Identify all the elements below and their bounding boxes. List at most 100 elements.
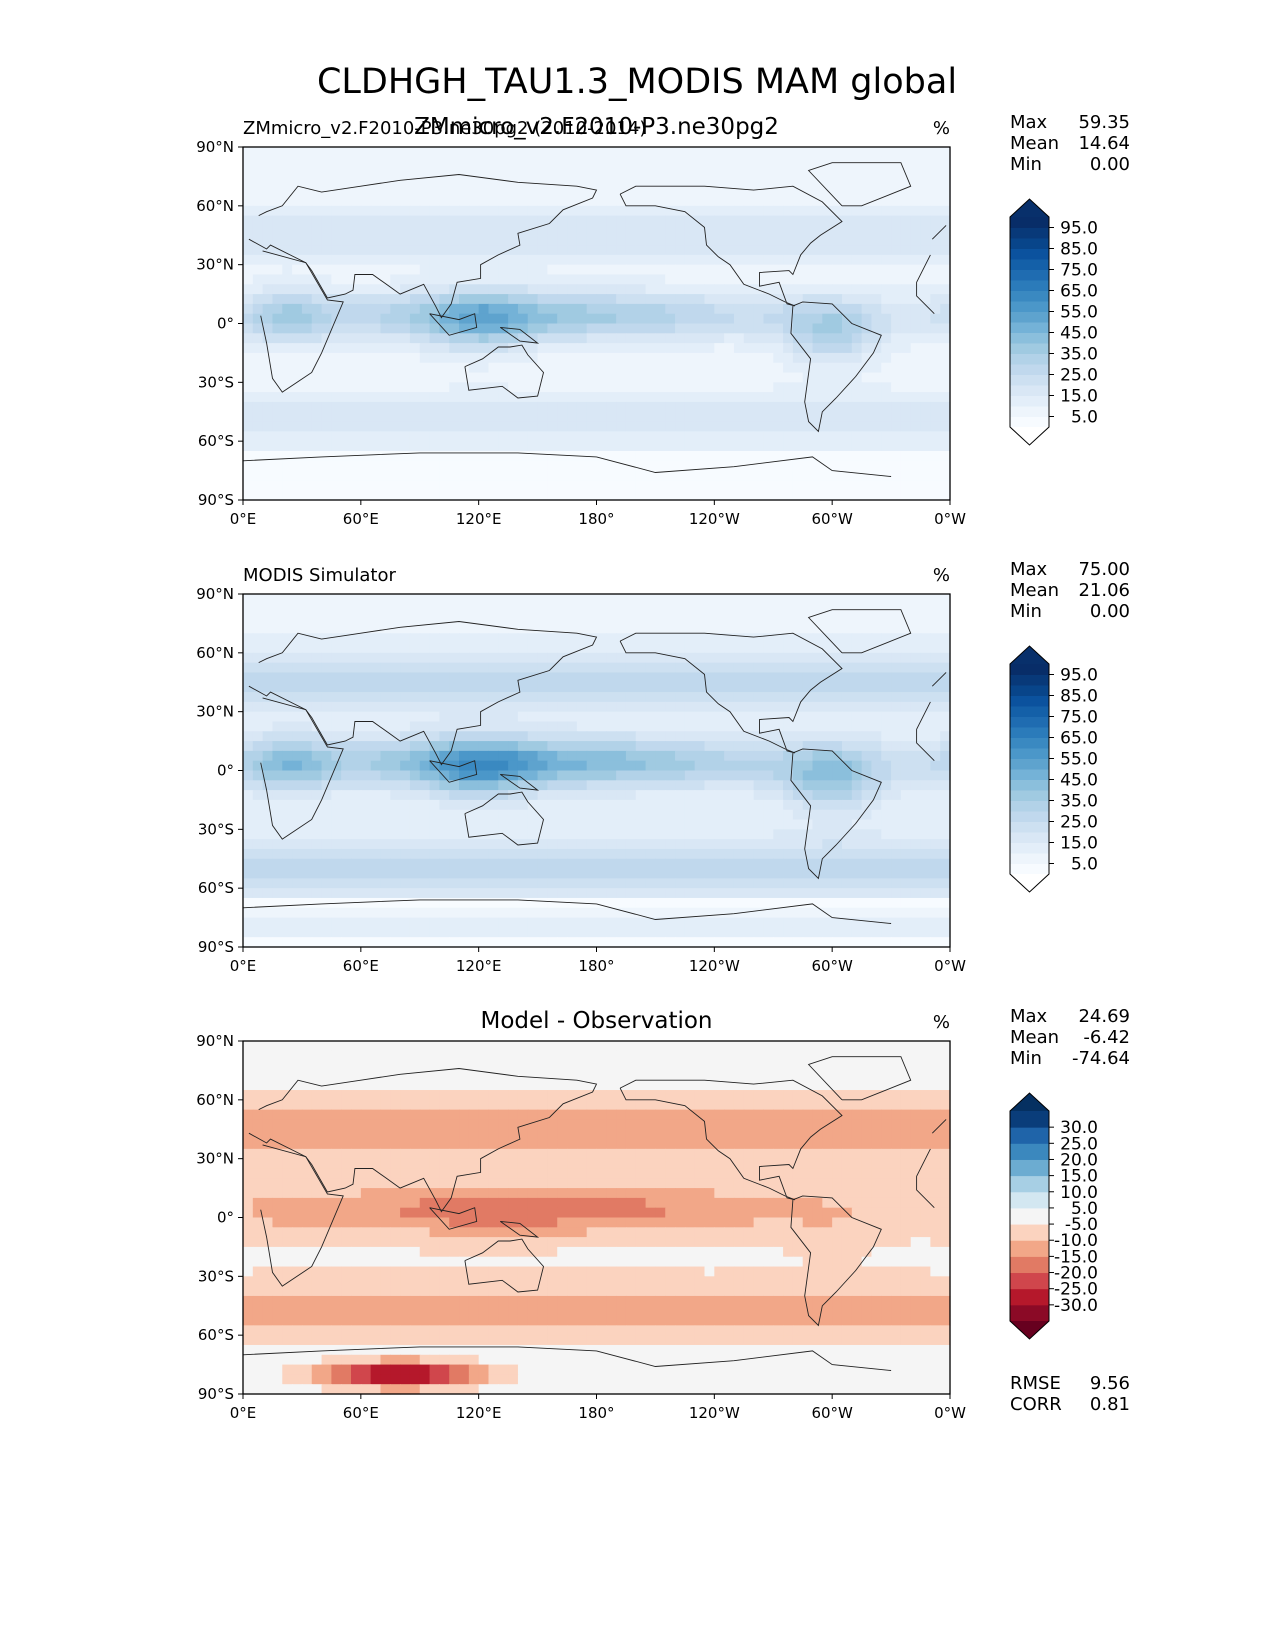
field-cell xyxy=(812,245,823,256)
field-cell xyxy=(341,829,352,840)
field-cell xyxy=(537,643,548,654)
field-cell xyxy=(684,701,696,713)
field-cell xyxy=(930,594,941,605)
field-cell xyxy=(468,215,480,227)
field-cell xyxy=(478,392,490,403)
field-cell xyxy=(910,603,922,615)
colorbar-tick-label: 35.0 xyxy=(1060,345,1098,365)
field-cell xyxy=(645,245,657,256)
field-cell xyxy=(292,343,303,354)
field-cell xyxy=(439,594,450,605)
field-cell xyxy=(331,156,342,168)
field-cell xyxy=(812,441,823,452)
field-cell xyxy=(272,633,283,644)
field-cell xyxy=(714,760,725,772)
field-cell xyxy=(321,490,332,501)
field-cell xyxy=(753,245,765,256)
field-cell xyxy=(380,603,391,615)
field-cell xyxy=(900,603,912,615)
field-cell xyxy=(429,701,440,713)
field-cell xyxy=(252,225,264,236)
field-cell xyxy=(262,770,274,781)
field-cell xyxy=(439,480,450,491)
field-cell xyxy=(390,770,401,781)
field-cell xyxy=(704,480,715,491)
field-cell xyxy=(576,264,588,276)
field-cell xyxy=(802,254,814,266)
field-cell xyxy=(517,431,529,442)
field-cell xyxy=(478,750,490,762)
field-cell xyxy=(635,692,647,703)
field-cell xyxy=(832,294,843,305)
field-cell xyxy=(400,672,411,683)
field-cell xyxy=(400,323,411,334)
field-cell xyxy=(400,829,411,840)
field-cell xyxy=(635,225,647,236)
field-cell xyxy=(478,848,490,860)
field-cell xyxy=(596,692,607,703)
field-cell xyxy=(930,790,941,801)
field-cell xyxy=(724,401,735,413)
field-cell xyxy=(557,372,568,383)
field-cell xyxy=(292,225,303,236)
field-cell xyxy=(910,343,922,354)
field-cell xyxy=(557,441,568,452)
field-cell xyxy=(301,421,313,432)
field-cell xyxy=(655,382,666,393)
field-cell xyxy=(635,878,647,889)
field-cell xyxy=(243,196,254,207)
field-cell xyxy=(625,303,637,315)
field-cell xyxy=(763,411,774,423)
field-cell xyxy=(586,603,598,615)
field-cell xyxy=(635,701,647,713)
field-cell xyxy=(753,770,765,781)
field-cell xyxy=(606,264,617,276)
field-cell xyxy=(419,186,431,197)
field-cell xyxy=(586,215,598,227)
field-cell xyxy=(714,245,725,256)
field-cell xyxy=(292,839,303,850)
field-cell xyxy=(409,623,421,634)
field-cell xyxy=(400,701,411,713)
field-cell xyxy=(930,147,941,158)
field-cell xyxy=(802,460,814,472)
field-cell xyxy=(508,839,519,850)
field-cell xyxy=(252,907,264,919)
field-cell xyxy=(419,652,431,664)
field-cell xyxy=(567,411,578,423)
field-cell xyxy=(517,790,529,801)
field-cell xyxy=(733,313,745,325)
field-cell xyxy=(684,790,696,801)
field-cell xyxy=(439,770,450,781)
field-cell xyxy=(586,294,598,305)
field-cell xyxy=(733,215,745,227)
field-cell xyxy=(360,858,372,870)
field-cell xyxy=(527,662,539,674)
field-cell xyxy=(360,431,372,442)
field-cell xyxy=(243,613,254,625)
field-cell xyxy=(419,819,431,830)
field-cell xyxy=(429,888,440,899)
field-cell xyxy=(252,431,264,442)
field-cell xyxy=(802,176,814,187)
field-cell xyxy=(449,799,460,811)
stat-value: 0.00 xyxy=(1090,154,1130,175)
field-cell xyxy=(940,750,951,762)
field-cell xyxy=(439,166,450,178)
field-cell xyxy=(547,352,558,364)
field-cell xyxy=(252,284,264,295)
field-cell xyxy=(704,225,715,236)
field-cell xyxy=(586,186,598,197)
field-cell xyxy=(360,264,372,276)
field-cell xyxy=(292,799,303,811)
field-cell xyxy=(537,166,548,178)
field-cell xyxy=(557,490,568,501)
field-cell xyxy=(409,701,421,713)
field-cell xyxy=(301,245,313,256)
field-cell xyxy=(360,780,372,791)
field-cell xyxy=(311,441,323,452)
field-cell xyxy=(783,721,794,732)
field-cell xyxy=(252,264,264,276)
field-cell xyxy=(733,294,745,305)
field-cell xyxy=(616,382,627,393)
